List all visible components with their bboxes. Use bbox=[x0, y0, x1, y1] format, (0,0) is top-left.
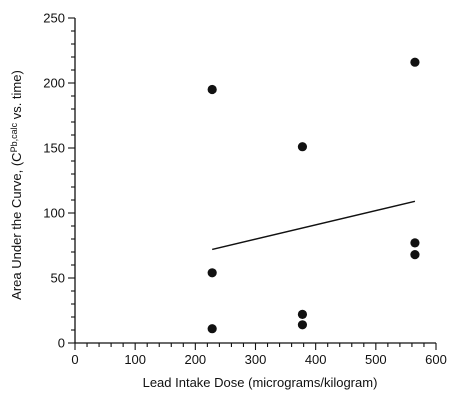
data-point bbox=[410, 250, 420, 260]
y-axis-label-subscript: Pb,calc bbox=[9, 122, 19, 152]
x-tick-label: 0 bbox=[71, 352, 78, 367]
trendline bbox=[212, 200, 416, 251]
data-point bbox=[207, 324, 217, 334]
data-points bbox=[207, 57, 420, 334]
x-tick-label: 500 bbox=[365, 352, 387, 367]
data-point bbox=[207, 84, 217, 95]
y-tick-label: 50 bbox=[51, 271, 65, 286]
y-tick-label: 150 bbox=[43, 141, 65, 156]
x-tick-label: 100 bbox=[124, 352, 146, 367]
y-axis: 0 50 100 150 200 250 bbox=[43, 11, 76, 351]
x-tick-label: 600 bbox=[425, 352, 447, 367]
data-point bbox=[297, 142, 308, 152]
data-point bbox=[297, 320, 308, 330]
x-axis: 0 100 200 300 400 500 600 bbox=[71, 342, 447, 367]
data-point bbox=[207, 268, 217, 278]
y-tick-label: 0 bbox=[58, 336, 65, 351]
trendline-group bbox=[212, 200, 416, 251]
y-axis-label-suffix: vs. time) bbox=[9, 70, 24, 123]
data-point bbox=[410, 238, 420, 248]
y-tick-label: 250 bbox=[43, 11, 65, 26]
data-point bbox=[410, 57, 420, 67]
data-point bbox=[297, 309, 308, 319]
y-tick-label: 100 bbox=[43, 206, 65, 221]
x-tick-label: 400 bbox=[305, 352, 327, 367]
y-tick-label: 200 bbox=[43, 76, 65, 91]
y-axis-label: Area Under the Curve, (CPb,calc vs. time… bbox=[9, 70, 24, 300]
x-axis-label: Lead Intake Dose (micrograms/kilogram) bbox=[143, 375, 378, 390]
y-axis-label-prefix: Area Under the Curve, (C bbox=[9, 152, 24, 299]
x-tick-label: 200 bbox=[184, 352, 206, 367]
x-tick-label: 300 bbox=[245, 352, 267, 367]
